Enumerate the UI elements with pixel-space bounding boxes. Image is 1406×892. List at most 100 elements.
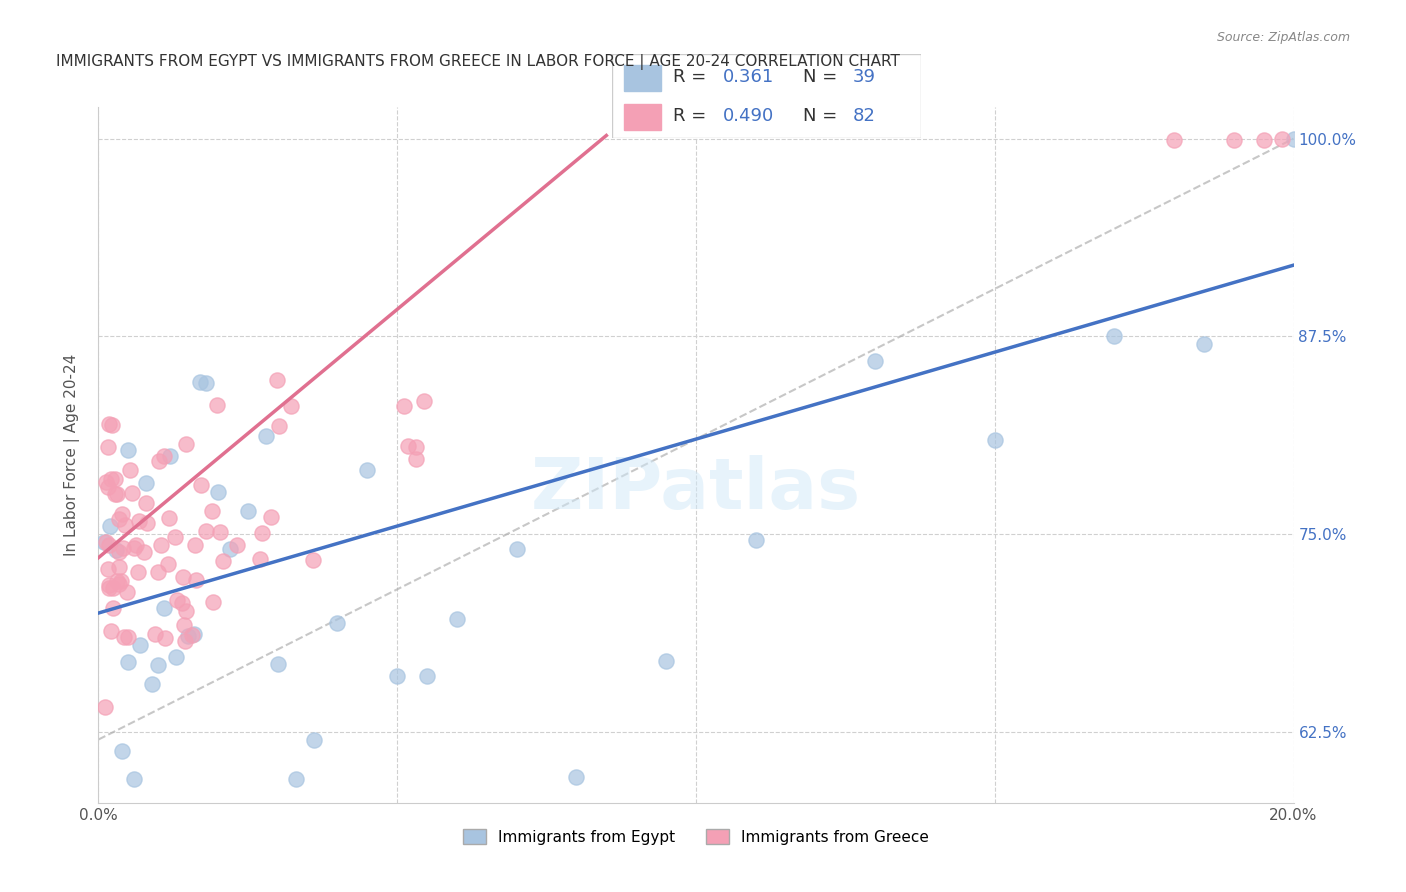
Point (157, 511, 180, 525)
Point (153, 449, 176, 463)
Point (94, 700, 117, 714)
FancyBboxPatch shape (612, 54, 921, 138)
Text: 39: 39 (853, 69, 876, 87)
Point (1253, 133, 1275, 147)
Point (212, 554, 235, 568)
Point (177, 629, 200, 643)
Point (405, 452, 427, 467)
Point (146, 566, 169, 580)
Point (156, 558, 179, 572)
Point (181, 628, 204, 642)
Point (148, 657, 170, 672)
Bar (624, 104, 661, 130)
Point (97, 440, 120, 454)
Text: 82: 82 (853, 107, 876, 125)
Bar (624, 65, 661, 91)
Point (141, 677, 163, 691)
Point (173, 617, 195, 632)
Point (112, 541, 135, 555)
Point (865, 353, 887, 368)
Point (745, 533, 768, 548)
Point (128, 514, 150, 528)
Point (326, 615, 349, 630)
Point (135, 475, 157, 490)
Point (1271, 131, 1294, 145)
Point (194, 524, 217, 538)
Point (97, 578, 120, 592)
Legend: Immigrants from Egypt, Immigrants from Greece: Immigrants from Egypt, Immigrants from G… (457, 822, 935, 851)
Point (280, 399, 302, 413)
Point (1192, 337, 1215, 351)
Point (1223, 133, 1246, 147)
Point (122, 541, 145, 555)
Point (165, 650, 187, 665)
Point (183, 627, 205, 641)
Point (117, 655, 139, 669)
Point (565, 770, 588, 784)
Point (121, 486, 143, 500)
Point (166, 593, 188, 607)
Point (356, 463, 378, 477)
Point (267, 657, 290, 671)
Point (412, 394, 434, 409)
Point (302, 732, 325, 747)
Point (98, 582, 121, 596)
Point (124, 538, 146, 552)
Point (117, 443, 139, 458)
Point (153, 601, 176, 615)
Point (174, 436, 197, 450)
Point (107, 576, 129, 591)
Point (135, 496, 157, 510)
Point (170, 596, 193, 610)
Point (184, 573, 207, 587)
Point (172, 570, 194, 584)
Point (112, 630, 135, 644)
Point (104, 487, 127, 501)
Point (110, 574, 132, 588)
Point (195, 376, 218, 390)
Point (94, 534, 117, 549)
Point (108, 559, 131, 574)
Point (98, 538, 121, 552)
Point (98, 519, 122, 533)
Point (148, 454, 170, 468)
Point (394, 399, 416, 413)
Point (385, 669, 409, 683)
Point (149, 538, 172, 552)
Point (135, 516, 157, 530)
Point (97, 417, 120, 431)
Point (225, 538, 247, 552)
Point (105, 487, 128, 501)
Point (1282, 131, 1305, 145)
Point (260, 509, 283, 524)
Point (267, 419, 290, 434)
Point (396, 439, 419, 453)
Point (446, 612, 468, 626)
Point (107, 544, 129, 558)
Point (101, 581, 124, 595)
Text: ZIPatlas: ZIPatlas (531, 455, 860, 524)
Text: 0.490: 0.490 (723, 107, 775, 125)
Y-axis label: In Labor Force | Age 20-24: In Labor Force | Age 20-24 (63, 354, 80, 556)
Point (254, 429, 277, 443)
Point (124, 772, 146, 786)
Point (104, 472, 127, 486)
Text: N =: N = (803, 69, 844, 87)
Point (100, 472, 122, 486)
Text: N =: N = (803, 107, 844, 125)
Point (236, 504, 259, 518)
Point (94, 475, 117, 489)
Point (115, 585, 138, 599)
Point (143, 627, 166, 641)
Text: R =: R = (673, 107, 713, 125)
Text: IMMIGRANTS FROM EGYPT VS IMMIGRANTS FROM GREECE IN LABOR FORCE | AGE 20-24 CORRE: IMMIGRANTS FROM EGYPT VS IMMIGRANTS FROM… (56, 54, 900, 70)
Point (1163, 133, 1185, 147)
Point (506, 541, 529, 556)
Point (97, 562, 120, 576)
Point (114, 518, 136, 533)
Point (103, 601, 125, 615)
Point (105, 574, 128, 589)
Point (219, 541, 242, 556)
Point (184, 538, 207, 552)
Point (97, 479, 120, 493)
